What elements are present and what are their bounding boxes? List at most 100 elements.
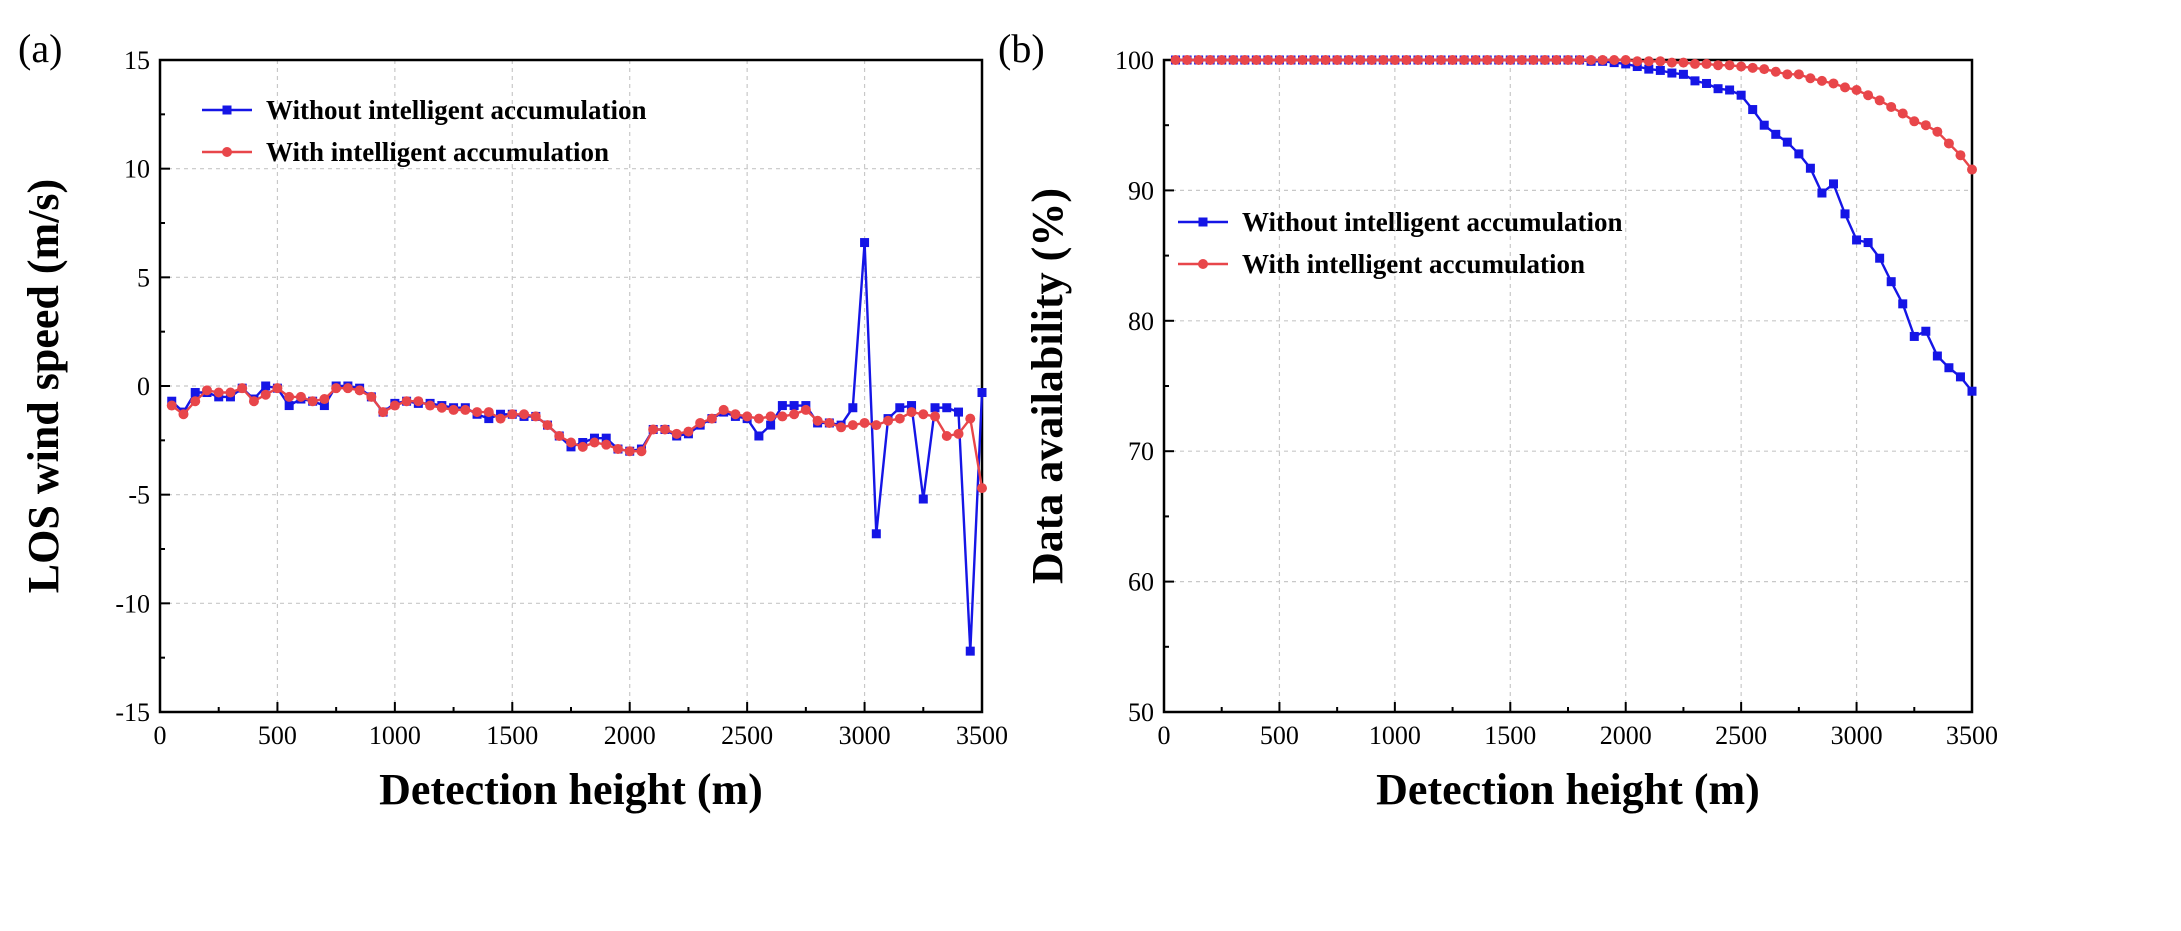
data-point	[1389, 55, 1400, 65]
data-point	[448, 404, 459, 415]
data-point	[789, 401, 799, 411]
data-point	[460, 404, 471, 415]
data-point	[483, 407, 494, 418]
legend-label: With intelligent accumulation	[1242, 249, 1585, 279]
series-with	[166, 383, 987, 494]
data-point	[765, 411, 776, 422]
data-point	[953, 428, 964, 439]
y-tick-label: 0	[137, 372, 150, 401]
data-point	[1805, 73, 1816, 84]
data-point	[354, 385, 365, 396]
data-point	[601, 433, 611, 443]
data-point	[1262, 55, 1273, 65]
data-point	[1574, 55, 1585, 65]
y-tick-label: 15	[124, 46, 150, 75]
data-point	[718, 404, 729, 415]
data-point	[1886, 277, 1896, 287]
data-point	[1874, 95, 1885, 106]
data-point	[248, 396, 259, 407]
data-point	[413, 396, 424, 407]
data-point	[484, 414, 494, 424]
legend-label: With intelligent accumulation	[266, 137, 609, 167]
data-point	[1643, 56, 1654, 67]
data-point	[1689, 58, 1700, 69]
data-point	[1898, 299, 1908, 309]
data-point	[1920, 120, 1931, 131]
data-point	[1216, 55, 1227, 65]
data-point	[436, 402, 447, 413]
data-point	[1816, 75, 1827, 86]
data-point	[1840, 82, 1851, 93]
data-point	[706, 413, 717, 424]
data-point	[1170, 55, 1181, 65]
data-point	[918, 494, 928, 504]
data-point	[859, 417, 870, 428]
data-point	[1921, 326, 1931, 336]
data-point	[941, 430, 952, 441]
data-point	[659, 424, 670, 435]
data-point	[542, 420, 553, 431]
data-point	[1713, 60, 1724, 71]
data-point	[871, 529, 881, 539]
data-point	[1702, 78, 1712, 88]
y-axis-title: LOS wind speed (m/s)	[19, 179, 68, 593]
data-point	[1332, 55, 1343, 65]
plot-frame	[1162, 58, 1974, 714]
data-point	[954, 407, 964, 417]
data-point	[472, 407, 483, 418]
data-point	[648, 424, 659, 435]
data-point	[766, 420, 776, 430]
data-point	[1909, 331, 1919, 341]
data-point	[695, 417, 706, 428]
data-point	[1944, 363, 1954, 373]
data-point	[1182, 55, 1193, 65]
data-point	[1875, 253, 1885, 263]
data-point	[683, 426, 694, 437]
data-point	[1725, 85, 1735, 95]
series-without	[167, 238, 987, 656]
x-tick-label: 3500	[956, 721, 1008, 750]
data-point	[1909, 116, 1920, 127]
y-tick-label: 90	[1128, 176, 1154, 205]
data-point	[671, 428, 682, 439]
y-tick-label: -10	[115, 589, 150, 618]
data-point	[730, 409, 741, 420]
data-point	[1932, 126, 1943, 137]
data-point	[1701, 58, 1712, 69]
data-point	[1366, 55, 1377, 65]
data-point	[1655, 56, 1666, 67]
data-point	[895, 403, 905, 413]
data-point	[777, 401, 787, 411]
data-point	[906, 407, 917, 418]
data-point	[190, 388, 200, 398]
data-point	[1493, 55, 1504, 65]
data-point	[1747, 62, 1758, 73]
data-point	[1828, 78, 1839, 89]
x-tick-label: 500	[1260, 721, 1299, 750]
data-point	[742, 411, 753, 422]
data-point	[942, 403, 952, 413]
data-point	[319, 401, 329, 411]
series-with	[1170, 55, 1977, 175]
x-tick-label: 2000	[1600, 721, 1652, 750]
x-axis-title: Detection height (m)	[1376, 765, 1760, 814]
data-point	[519, 409, 530, 420]
data-point	[965, 646, 975, 656]
y-tick-label: 10	[124, 155, 150, 184]
data-point	[284, 391, 295, 402]
data-point	[319, 394, 330, 405]
panel-label: (a)	[18, 26, 62, 71]
data-point	[1759, 64, 1770, 75]
data-point	[1320, 55, 1331, 65]
x-tick-label: 2500	[721, 721, 773, 750]
data-point	[1285, 55, 1296, 65]
x-tick-label: 3000	[839, 721, 891, 750]
data-point	[1724, 60, 1735, 71]
x-tick-label: 2000	[604, 721, 656, 750]
data-point	[1794, 149, 1804, 159]
legend-label: Without intelligent accumulation	[266, 95, 647, 125]
data-point	[530, 411, 541, 422]
data-point	[1378, 55, 1389, 65]
data-point	[495, 413, 506, 424]
data-point	[1193, 55, 1204, 65]
